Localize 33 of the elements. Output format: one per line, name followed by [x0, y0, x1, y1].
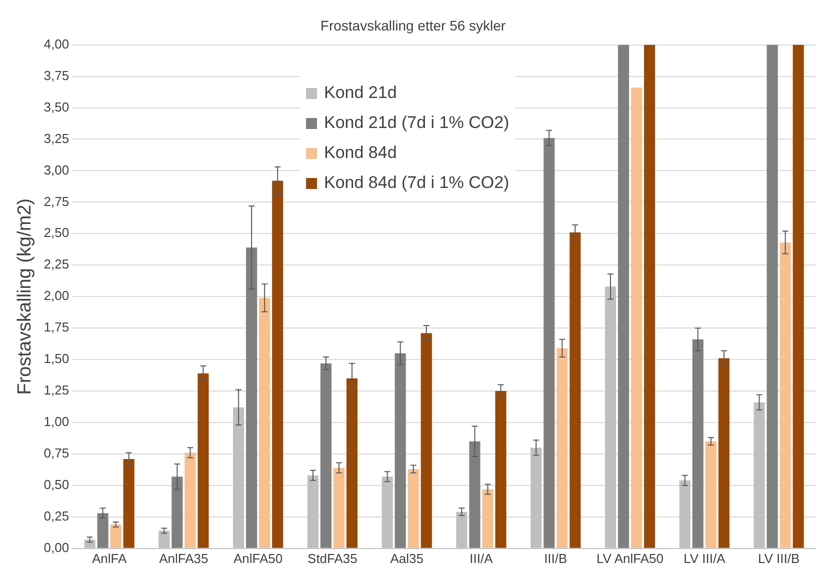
y-tick-label: 1,75: [44, 320, 70, 335]
y-tick-label: 1,00: [44, 414, 70, 430]
y-axis-title: Frostavskalling (kg/m2): [14, 198, 36, 395]
y-tick-label: 1,25: [44, 382, 70, 398]
legend-label: Kond 21d (7d i 1% CO2): [324, 113, 510, 133]
x-tick-label: LV III/A: [684, 550, 726, 566]
x-tick-label: StdFA35: [308, 550, 358, 566]
y-tick-label: 3,75: [44, 68, 70, 83]
legend-label: Kond 84d: [324, 143, 397, 163]
legend-label: Kond 84d (7d i 1% CO2): [324, 173, 510, 193]
x-tick-label: AnlFA35: [159, 550, 208, 566]
y-tick-label: 3,25: [44, 130, 70, 146]
y-tick-label: 0,25: [44, 508, 70, 524]
x-tick-label: AnlFA50: [234, 550, 283, 566]
y-tick-label: 2,00: [44, 288, 70, 304]
x-tick-label: III/B: [544, 550, 568, 566]
x-tick-label: AnlFA: [92, 550, 127, 566]
y-tick-label: 3,00: [44, 162, 70, 178]
x-tick-label: III/A: [470, 550, 494, 566]
y-tick-label: 0,50: [44, 477, 70, 492]
y-tick-label: 2,50: [44, 225, 70, 240]
x-tick-label: Aal35: [390, 550, 424, 566]
y-tick-label: 2,25: [44, 256, 70, 272]
x-tick-label: LV AnlFA50: [596, 550, 664, 566]
chart-title: Frostavskalling etter 56 sykler: [320, 17, 506, 34]
y-tick-label: 1,50: [44, 351, 70, 366]
y-tick-label: 4,00: [44, 36, 70, 52]
y-tick-label: 0,75: [44, 446, 70, 461]
x-tick-label: LV III/B: [758, 550, 800, 566]
y-tick-label: 0,00: [44, 540, 70, 555]
y-tick-label: 3,50: [44, 99, 70, 114]
legend-label: Kond 21d: [324, 83, 397, 103]
y-tick-label: 2,75: [44, 194, 70, 209]
